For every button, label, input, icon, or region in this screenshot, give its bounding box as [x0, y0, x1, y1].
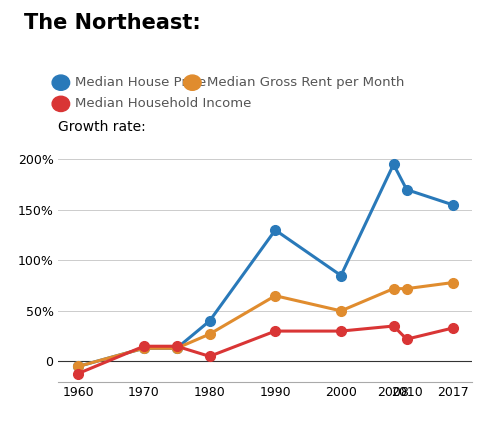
- Median House Price: [338, 273, 344, 278]
- Median Household Income: [338, 329, 344, 334]
- Text: Growth rate:: Growth rate:: [58, 120, 146, 134]
- Median House Price: [391, 162, 396, 167]
- Median Household Income: [174, 344, 180, 349]
- Median Gross Rent per Month: [174, 346, 180, 351]
- Median House Price: [206, 318, 212, 324]
- Text: Median Gross Rent per Month: Median Gross Rent per Month: [207, 76, 404, 89]
- Median House Price: [272, 228, 278, 233]
- Median Household Income: [391, 324, 396, 329]
- Median Gross Rent per Month: [141, 346, 147, 351]
- Text: The Northeast:: The Northeast:: [24, 13, 201, 33]
- Median House Price: [174, 346, 180, 351]
- Median Gross Rent per Month: [75, 364, 81, 369]
- Median House Price: [404, 187, 410, 192]
- Median Household Income: [206, 354, 212, 359]
- Median House Price: [450, 202, 456, 207]
- Line: Median Gross Rent per Month: Median Gross Rent per Month: [73, 278, 458, 371]
- Median Gross Rent per Month: [272, 293, 278, 298]
- Text: Median Household Income: Median Household Income: [75, 98, 252, 110]
- Median Gross Rent per Month: [404, 286, 410, 291]
- Line: Median Household Income: Median Household Income: [73, 321, 458, 378]
- Median Gross Rent per Month: [450, 280, 456, 285]
- Median Household Income: [272, 329, 278, 334]
- Line: Median House Price: Median House Price: [73, 159, 458, 371]
- Median Household Income: [450, 326, 456, 331]
- Median Household Income: [75, 371, 81, 376]
- Median Household Income: [141, 344, 147, 349]
- Median Gross Rent per Month: [391, 286, 396, 291]
- Median Gross Rent per Month: [206, 332, 212, 337]
- Median House Price: [75, 364, 81, 369]
- Median Gross Rent per Month: [338, 308, 344, 313]
- Text: Median House Price: Median House Price: [75, 76, 207, 89]
- Median Household Income: [404, 337, 410, 342]
- Median House Price: [141, 346, 147, 351]
